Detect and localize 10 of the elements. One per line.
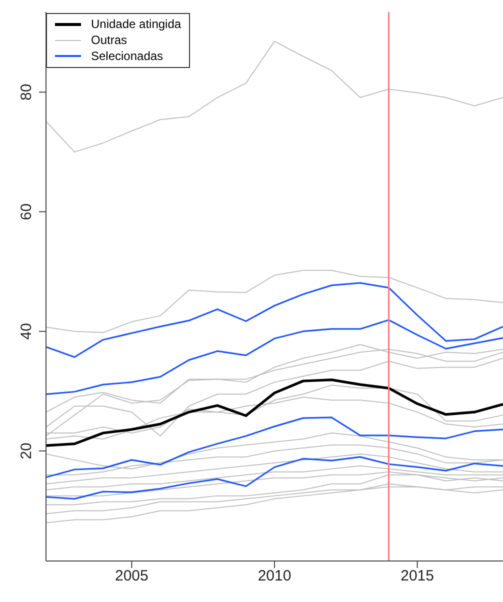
x-tick-label: 2005	[115, 568, 148, 585]
legend-label: Unidade atingida	[91, 16, 182, 32]
legend-label: Selecionadas	[91, 48, 164, 64]
x-tick-label: 2015	[400, 568, 434, 585]
x-tick-label: 2010	[258, 568, 292, 585]
y-tick-label: 40	[18, 323, 35, 340]
legend-label: Outras	[91, 32, 128, 48]
y-tick-label: 60	[18, 203, 35, 220]
y-tick-label: 20	[18, 442, 35, 460]
y-tick-label: 80	[18, 84, 35, 100]
